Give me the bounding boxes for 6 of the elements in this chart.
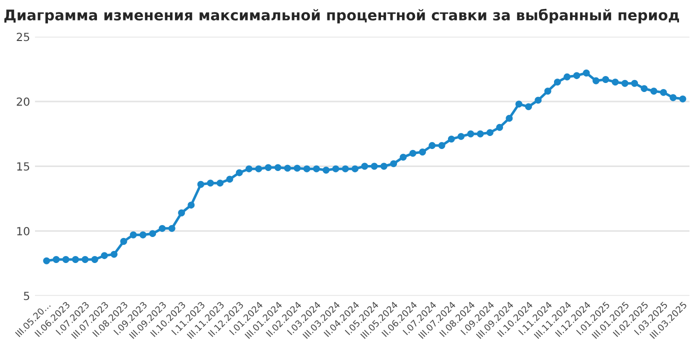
y-tick-label: 20 [16, 97, 30, 106]
y-tick-label: 10 [17, 226, 30, 236]
y-tick-label: 5 [24, 292, 30, 300]
chart-title: Диаграмма изменения максимальной процентной ставки за выбранный период [4, 8, 680, 24]
y-tick-label: 15 [17, 162, 30, 171]
y-tick-label: 25 [16, 32, 30, 42]
